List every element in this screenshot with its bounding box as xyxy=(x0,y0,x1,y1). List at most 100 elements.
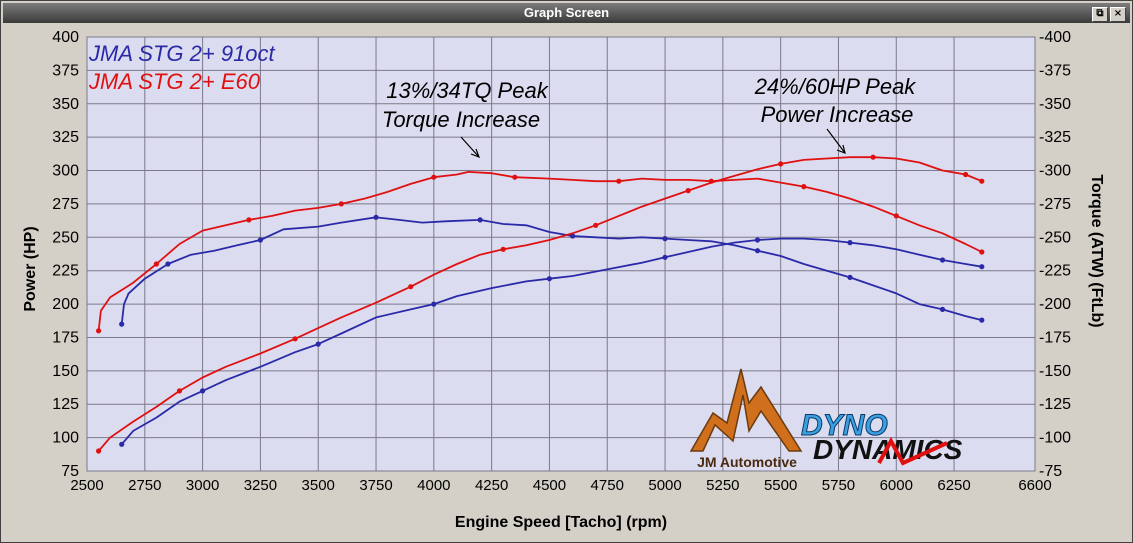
x-tick-label: 6600 xyxy=(1018,477,1051,494)
x-tick-label: 3000 xyxy=(186,477,219,494)
y-tick-label-left: 275 xyxy=(52,196,79,213)
legend-item-e60: JMA STG 2+ E60 xyxy=(88,69,261,94)
y-tick-label-right: -100 xyxy=(1039,430,1071,447)
power-annotation-line2: Power Increase xyxy=(761,102,914,127)
x-tick-label: 5500 xyxy=(764,477,797,494)
y-axis-label-left: Power (HP) xyxy=(22,226,39,311)
y-tick-label-left: 300 xyxy=(52,163,79,180)
y-tick-label-left: 400 xyxy=(52,29,79,46)
data-point xyxy=(338,201,344,207)
data-point xyxy=(963,171,969,178)
x-tick-label: 3750 xyxy=(359,477,392,494)
power-annotation-arrow xyxy=(826,128,846,154)
y-tick-label-right: -275 xyxy=(1039,196,1071,213)
y-tick-label-right: -75 xyxy=(1039,463,1062,480)
data-point xyxy=(431,174,437,180)
data-point xyxy=(979,264,985,270)
x-tick-label: 2750 xyxy=(128,477,161,494)
x-tick-label: 5750 xyxy=(822,477,855,494)
data-point xyxy=(315,341,321,347)
y-tick-label-right: -125 xyxy=(1039,396,1071,413)
x-tick-label: 2500 xyxy=(70,477,103,494)
data-point xyxy=(939,257,946,263)
data-point xyxy=(176,388,183,394)
data-point xyxy=(870,154,876,160)
x-tick-label: 5250 xyxy=(706,477,739,494)
jm-logo-text: JM Automotive xyxy=(697,454,797,470)
data-point xyxy=(512,174,518,180)
data-point xyxy=(373,214,379,220)
data-point xyxy=(979,178,985,184)
y-axis-label-right: Torque (ATW) (FtLb) xyxy=(1088,174,1105,327)
y-tick-label-right: -150 xyxy=(1039,363,1071,380)
y-tick-label-left: 100 xyxy=(52,430,79,447)
data-point xyxy=(939,306,946,312)
x-tick-label: 3500 xyxy=(302,477,335,494)
restore-icon[interactable]: ⧉ xyxy=(1092,7,1108,22)
data-point xyxy=(246,217,252,223)
data-point xyxy=(292,336,298,342)
data-point xyxy=(119,321,125,327)
y-tick-labels-right: -75 -100 -125 -150 -175 -200 -225 -250 -275 -300 -… xyxy=(1039,29,1071,480)
data-point xyxy=(570,233,576,239)
data-point xyxy=(96,448,102,454)
series-line xyxy=(97,156,983,452)
y-tick-label-right: -175 xyxy=(1039,329,1071,346)
data-point xyxy=(500,246,506,252)
data-point xyxy=(778,161,784,167)
data-point xyxy=(96,328,102,334)
torque-annotation-line1: 13%/34TQ Peak xyxy=(386,78,548,103)
x-tick-label: 4500 xyxy=(533,477,566,494)
dyno-chart: 2500 2750 3000 3250 3500 3750 4000 4250 4500 4750… xyxy=(22,29,1105,531)
data-point xyxy=(847,274,853,280)
data-point xyxy=(616,178,622,184)
window-titlebar[interactable]: Graph Screen ⧉ × xyxy=(3,3,1130,23)
data-point xyxy=(431,301,437,307)
data-point xyxy=(754,248,761,254)
data-point xyxy=(200,388,206,394)
data-point xyxy=(685,188,691,194)
data-point xyxy=(477,217,483,223)
y-tick-label-left: 350 xyxy=(52,96,79,113)
data-point xyxy=(593,222,599,228)
y-tick-label-right: -350 xyxy=(1039,96,1071,113)
data-point xyxy=(662,236,668,242)
y-tick-label-left: 150 xyxy=(52,363,79,380)
y-tick-label-right: -250 xyxy=(1039,229,1071,246)
data-point xyxy=(893,213,899,219)
series-line xyxy=(121,237,982,445)
x-tick-label: 6250 xyxy=(937,477,970,494)
x-tick-label: 4750 xyxy=(591,477,624,494)
jm-automotive-logo: JM Automotive xyxy=(689,368,803,470)
data-point xyxy=(979,317,985,323)
window-title: Graph Screen xyxy=(523,5,610,20)
x-tick-label: 4000 xyxy=(417,477,450,494)
y-tick-label-left: 325 xyxy=(52,129,79,146)
x-tick-labels: 2500 2750 3000 3250 3500 3750 4000 4250 4500 4750… xyxy=(70,477,1051,494)
y-tick-label-right: -325 xyxy=(1039,129,1071,146)
x-tick-label: 4250 xyxy=(475,477,508,494)
x-axis-label: Engine Speed [Tacho] (rpm) xyxy=(455,514,667,531)
data-point xyxy=(165,261,171,267)
data-point xyxy=(979,249,985,255)
x-tick-label: 3250 xyxy=(244,477,277,494)
y-tick-label-right: -200 xyxy=(1039,296,1071,313)
y-tick-label-left: 200 xyxy=(52,296,79,313)
data-point xyxy=(119,441,125,447)
y-tick-label-left: 375 xyxy=(52,62,79,79)
y-tick-label-right: -400 xyxy=(1039,29,1071,46)
series-line xyxy=(120,216,983,325)
power-annotation-line1: 24%/60HP Peak xyxy=(754,74,917,99)
data-point xyxy=(847,240,853,246)
dyno-logo-text: DYNO xyxy=(801,409,888,442)
close-icon[interactable]: × xyxy=(1110,7,1126,22)
y-tick-labels-left: 75 100 125 150 175 200 225 250 275 300 325 350 375 40… xyxy=(52,29,79,480)
y-tick-label-left: 175 xyxy=(52,329,79,346)
dyno-dynamics-logo: DYNO DYNAMICS xyxy=(801,409,963,466)
y-tick-label-right: -300 xyxy=(1039,163,1071,180)
y-tick-label-left: 125 xyxy=(52,396,79,413)
x-tick-label: 6000 xyxy=(880,477,913,494)
data-point xyxy=(153,261,159,267)
y-tick-label-left: 250 xyxy=(52,229,79,246)
